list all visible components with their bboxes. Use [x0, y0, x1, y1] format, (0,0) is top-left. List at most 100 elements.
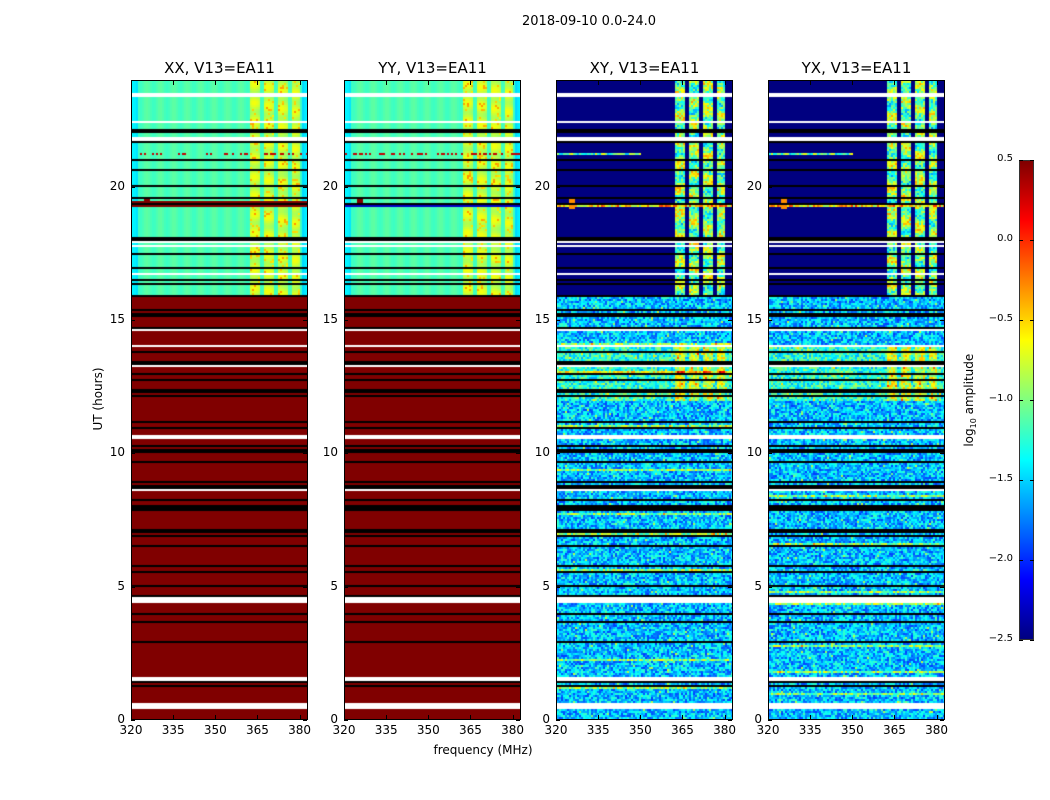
- x-tick-mark: [810, 715, 812, 719]
- x-tick-mark: [852, 81, 854, 85]
- heatmap-panel-xx: [131, 80, 308, 720]
- x-tick-mark: [344, 81, 345, 85]
- y-tick-mark: [940, 586, 944, 588]
- x-tick-mark: [640, 81, 642, 85]
- y-tick-mark: [344, 320, 348, 321]
- x-tick-mark: [428, 715, 430, 719]
- colorbar-tick-label: 0.5: [997, 153, 1013, 164]
- y-tick-mark: [344, 720, 348, 721]
- y-tick-label: 0: [754, 712, 762, 726]
- x-tick-mark: [512, 715, 514, 719]
- x-tick-mark: [173, 715, 175, 719]
- x-tick-label: 380: [713, 723, 737, 737]
- y-tick-mark: [940, 453, 944, 455]
- y-axis-label: UT (hours): [91, 367, 105, 431]
- x-tick-mark: [810, 81, 812, 85]
- x-tick-mark: [724, 715, 726, 719]
- x-axis-label: frequency (MHz): [433, 743, 533, 757]
- y-tick-label: 20: [534, 178, 550, 193]
- colorbar-tick-mark: [1019, 400, 1023, 401]
- x-tick-mark: [936, 715, 938, 719]
- y-tick-label: 10: [322, 445, 338, 460]
- x-tick-label: 350: [628, 723, 652, 737]
- x-tick-label: 320: [544, 723, 568, 737]
- colorbar-tick-mark: [1019, 160, 1023, 161]
- y-tick-label: 15: [746, 312, 762, 326]
- figure-title: 2018-09-10 0.0-24.0: [522, 14, 656, 29]
- x-tick-mark: [936, 81, 938, 85]
- y-tick-mark: [768, 186, 772, 188]
- y-tick-mark: [940, 720, 944, 721]
- colorbar-tick-label: −0.5: [988, 313, 1013, 324]
- x-tick-label: 320: [119, 723, 143, 737]
- colorbar-tick-mark: [1030, 640, 1034, 641]
- heatmap-panel-xy: [556, 80, 733, 720]
- x-tick-mark: [215, 715, 217, 719]
- y-tick-mark: [131, 586, 135, 588]
- x-tick-mark: [299, 81, 301, 85]
- y-tick-mark: [303, 453, 307, 455]
- x-tick-label: 380: [501, 723, 525, 737]
- y-tick-label: 5: [117, 578, 125, 593]
- y-tick-mark: [556, 453, 560, 455]
- x-tick-mark: [299, 715, 301, 719]
- x-tick-mark: [556, 715, 557, 719]
- y-tick-mark: [344, 186, 348, 188]
- y-tick-mark: [728, 453, 732, 455]
- heatmap-canvas: [132, 81, 307, 719]
- y-tick-mark: [516, 320, 520, 321]
- y-tick-mark: [556, 586, 560, 588]
- y-tick-mark: [768, 720, 772, 721]
- colorbar-tick-mark: [1030, 400, 1034, 401]
- y-tick-mark: [131, 453, 135, 455]
- colorbar-tick-label: −2.5: [988, 633, 1013, 644]
- y-tick-mark: [303, 320, 307, 321]
- panel-title: YY, V13=EA11: [378, 59, 487, 77]
- x-tick-label: 350: [416, 723, 440, 737]
- colorbar-tick-mark: [1030, 240, 1034, 241]
- y-tick-label: 20: [322, 178, 338, 193]
- x-tick-mark: [768, 715, 769, 719]
- x-tick-label: 380: [925, 723, 949, 737]
- y-tick-mark: [556, 320, 560, 321]
- x-tick-mark: [724, 81, 726, 85]
- y-tick-label: 5: [542, 578, 550, 593]
- x-tick-mark: [344, 715, 345, 719]
- y-tick-mark: [728, 720, 732, 721]
- y-tick-mark: [344, 453, 348, 455]
- y-tick-mark: [131, 320, 135, 321]
- x-tick-label: 350: [840, 723, 864, 737]
- x-tick-label: 335: [161, 723, 185, 737]
- y-tick-mark: [303, 586, 307, 588]
- x-tick-label: 365: [882, 723, 906, 737]
- heatmap-panel-yy: [344, 80, 521, 720]
- x-tick-mark: [131, 715, 132, 719]
- y-tick-mark: [768, 586, 772, 588]
- y-tick-mark: [728, 186, 732, 188]
- x-tick-mark: [682, 81, 684, 85]
- y-tick-mark: [556, 720, 560, 721]
- x-tick-mark: [894, 81, 896, 85]
- colorbar-tick-mark: [1019, 640, 1023, 641]
- y-tick-label: 5: [754, 578, 762, 593]
- y-tick-mark: [131, 186, 135, 188]
- y-tick-label: 20: [109, 178, 125, 193]
- y-tick-mark: [344, 586, 348, 588]
- x-tick-mark: [894, 715, 896, 719]
- x-tick-label: 365: [670, 723, 694, 737]
- x-tick-mark: [131, 81, 132, 85]
- x-tick-mark: [386, 715, 388, 719]
- x-tick-mark: [257, 81, 259, 85]
- y-tick-mark: [131, 720, 135, 721]
- y-tick-mark: [768, 453, 772, 455]
- x-tick-label: 335: [586, 723, 610, 737]
- x-tick-label: 335: [374, 723, 398, 737]
- x-tick-mark: [257, 715, 259, 719]
- panel-title: YX, V13=EA11: [801, 59, 912, 77]
- panel-title: XY, V13=EA11: [589, 59, 700, 77]
- x-tick-mark: [640, 715, 642, 719]
- x-tick-mark: [215, 81, 217, 85]
- colorbar-tick-label: −2.0: [988, 553, 1013, 564]
- x-tick-mark: [173, 81, 175, 85]
